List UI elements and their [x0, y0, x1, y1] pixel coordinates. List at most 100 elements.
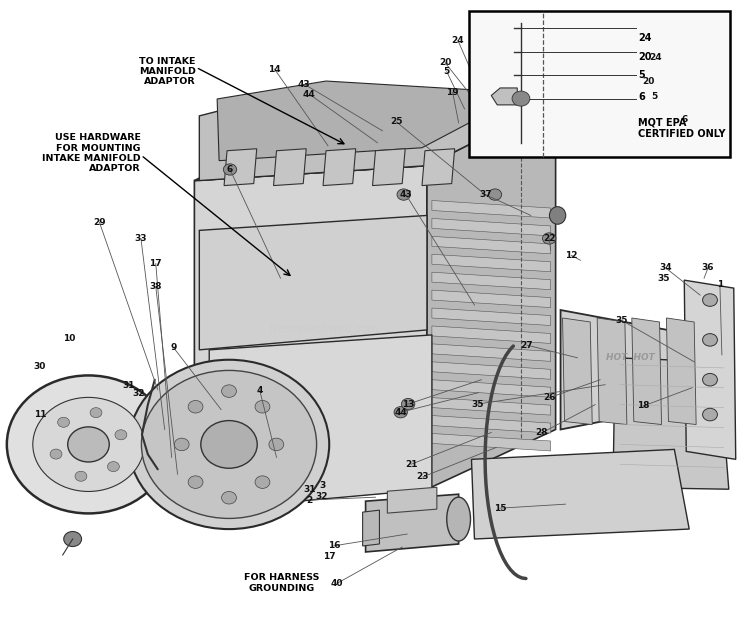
Polygon shape	[432, 398, 550, 415]
Text: 40: 40	[331, 579, 344, 588]
Text: 5: 5	[443, 67, 450, 76]
Text: 5: 5	[638, 71, 645, 81]
Polygon shape	[194, 101, 556, 181]
Polygon shape	[200, 83, 556, 181]
Polygon shape	[613, 358, 729, 490]
Text: 24: 24	[638, 33, 652, 43]
Text: 6: 6	[638, 92, 645, 101]
Text: 16: 16	[328, 541, 340, 551]
Text: MQT EPA
CERTIFIED ONLY: MQT EPA CERTIFIED ONLY	[638, 117, 726, 139]
Circle shape	[269, 438, 284, 450]
Circle shape	[255, 401, 270, 413]
Polygon shape	[560, 310, 714, 430]
Text: 29: 29	[93, 218, 106, 227]
Circle shape	[58, 417, 70, 427]
Polygon shape	[387, 487, 436, 513]
Polygon shape	[632, 318, 662, 425]
Circle shape	[75, 471, 87, 481]
Text: 27: 27	[520, 341, 533, 350]
Circle shape	[174, 438, 189, 450]
Circle shape	[129, 360, 329, 529]
Circle shape	[115, 430, 127, 440]
Ellipse shape	[447, 497, 470, 541]
Circle shape	[394, 406, 407, 418]
Text: 9: 9	[170, 343, 177, 352]
Circle shape	[401, 398, 415, 410]
Text: 32: 32	[316, 493, 328, 501]
Circle shape	[33, 398, 144, 491]
Text: TO INTAKE
MANIFOLD
ADAPTOR: TO INTAKE MANIFOLD ADAPTOR	[139, 57, 196, 86]
Circle shape	[488, 189, 502, 200]
Text: 28: 28	[536, 428, 548, 437]
Text: 31: 31	[123, 381, 135, 390]
Polygon shape	[209, 335, 432, 509]
Text: 44: 44	[303, 89, 316, 99]
Circle shape	[50, 449, 62, 459]
Circle shape	[188, 476, 203, 488]
Text: 31: 31	[303, 485, 316, 494]
Text: 44: 44	[394, 408, 407, 416]
Polygon shape	[422, 149, 454, 186]
Text: 23: 23	[417, 472, 429, 481]
Circle shape	[188, 401, 203, 413]
Text: 32: 32	[133, 389, 145, 398]
Circle shape	[255, 476, 270, 488]
Text: 12: 12	[566, 251, 578, 260]
Circle shape	[224, 164, 237, 175]
Polygon shape	[274, 149, 306, 186]
Text: 37: 37	[479, 190, 492, 199]
Circle shape	[64, 532, 82, 547]
Text: 33: 33	[135, 234, 147, 243]
Polygon shape	[597, 318, 627, 425]
Text: 21: 21	[405, 460, 417, 469]
Text: 30: 30	[34, 362, 46, 371]
Polygon shape	[217, 81, 526, 161]
Text: 35: 35	[657, 274, 670, 283]
Text: 36: 36	[702, 263, 714, 272]
Text: 17: 17	[149, 259, 162, 268]
Text: 6: 6	[681, 115, 688, 124]
Circle shape	[512, 91, 530, 106]
Text: 5: 5	[652, 92, 658, 101]
Polygon shape	[194, 166, 427, 509]
Polygon shape	[432, 344, 550, 362]
Text: 35: 35	[472, 399, 484, 409]
Text: 38: 38	[149, 282, 162, 291]
Circle shape	[542, 233, 556, 244]
Text: 17: 17	[323, 552, 336, 561]
Text: 4: 4	[256, 386, 263, 395]
Polygon shape	[562, 318, 592, 425]
Text: FOR HARNESS
GROUNDING: FOR HARNESS GROUNDING	[244, 573, 320, 593]
Text: 35: 35	[615, 316, 628, 324]
Polygon shape	[432, 200, 550, 218]
Text: 20: 20	[643, 77, 655, 86]
Text: 11: 11	[34, 410, 46, 418]
Circle shape	[397, 189, 410, 200]
Text: 24: 24	[650, 54, 662, 62]
Polygon shape	[432, 272, 550, 290]
Text: 43: 43	[298, 79, 310, 89]
Polygon shape	[432, 219, 550, 236]
Polygon shape	[432, 362, 550, 379]
Text: USE HARDWARE
FOR MOUNTING
INTAKE MANIFOLD
ADAPTOR: USE HARDWARE FOR MOUNTING INTAKE MANIFOL…	[42, 133, 141, 173]
Polygon shape	[209, 380, 256, 511]
Text: 10: 10	[64, 335, 76, 343]
Circle shape	[703, 334, 718, 346]
Text: 1: 1	[717, 280, 723, 289]
Circle shape	[68, 427, 110, 462]
Text: 13: 13	[402, 399, 415, 409]
Polygon shape	[432, 308, 550, 326]
Text: 26: 26	[543, 393, 556, 403]
Polygon shape	[667, 318, 696, 425]
Text: 22: 22	[543, 234, 556, 243]
Text: 2: 2	[306, 496, 313, 505]
Bar	[469, 11, 730, 157]
Circle shape	[201, 421, 257, 468]
Circle shape	[221, 491, 236, 504]
Polygon shape	[427, 101, 556, 490]
Text: 19: 19	[446, 88, 459, 97]
Circle shape	[703, 374, 718, 386]
Text: 34: 34	[659, 263, 672, 272]
Polygon shape	[362, 510, 380, 546]
Circle shape	[703, 294, 718, 306]
